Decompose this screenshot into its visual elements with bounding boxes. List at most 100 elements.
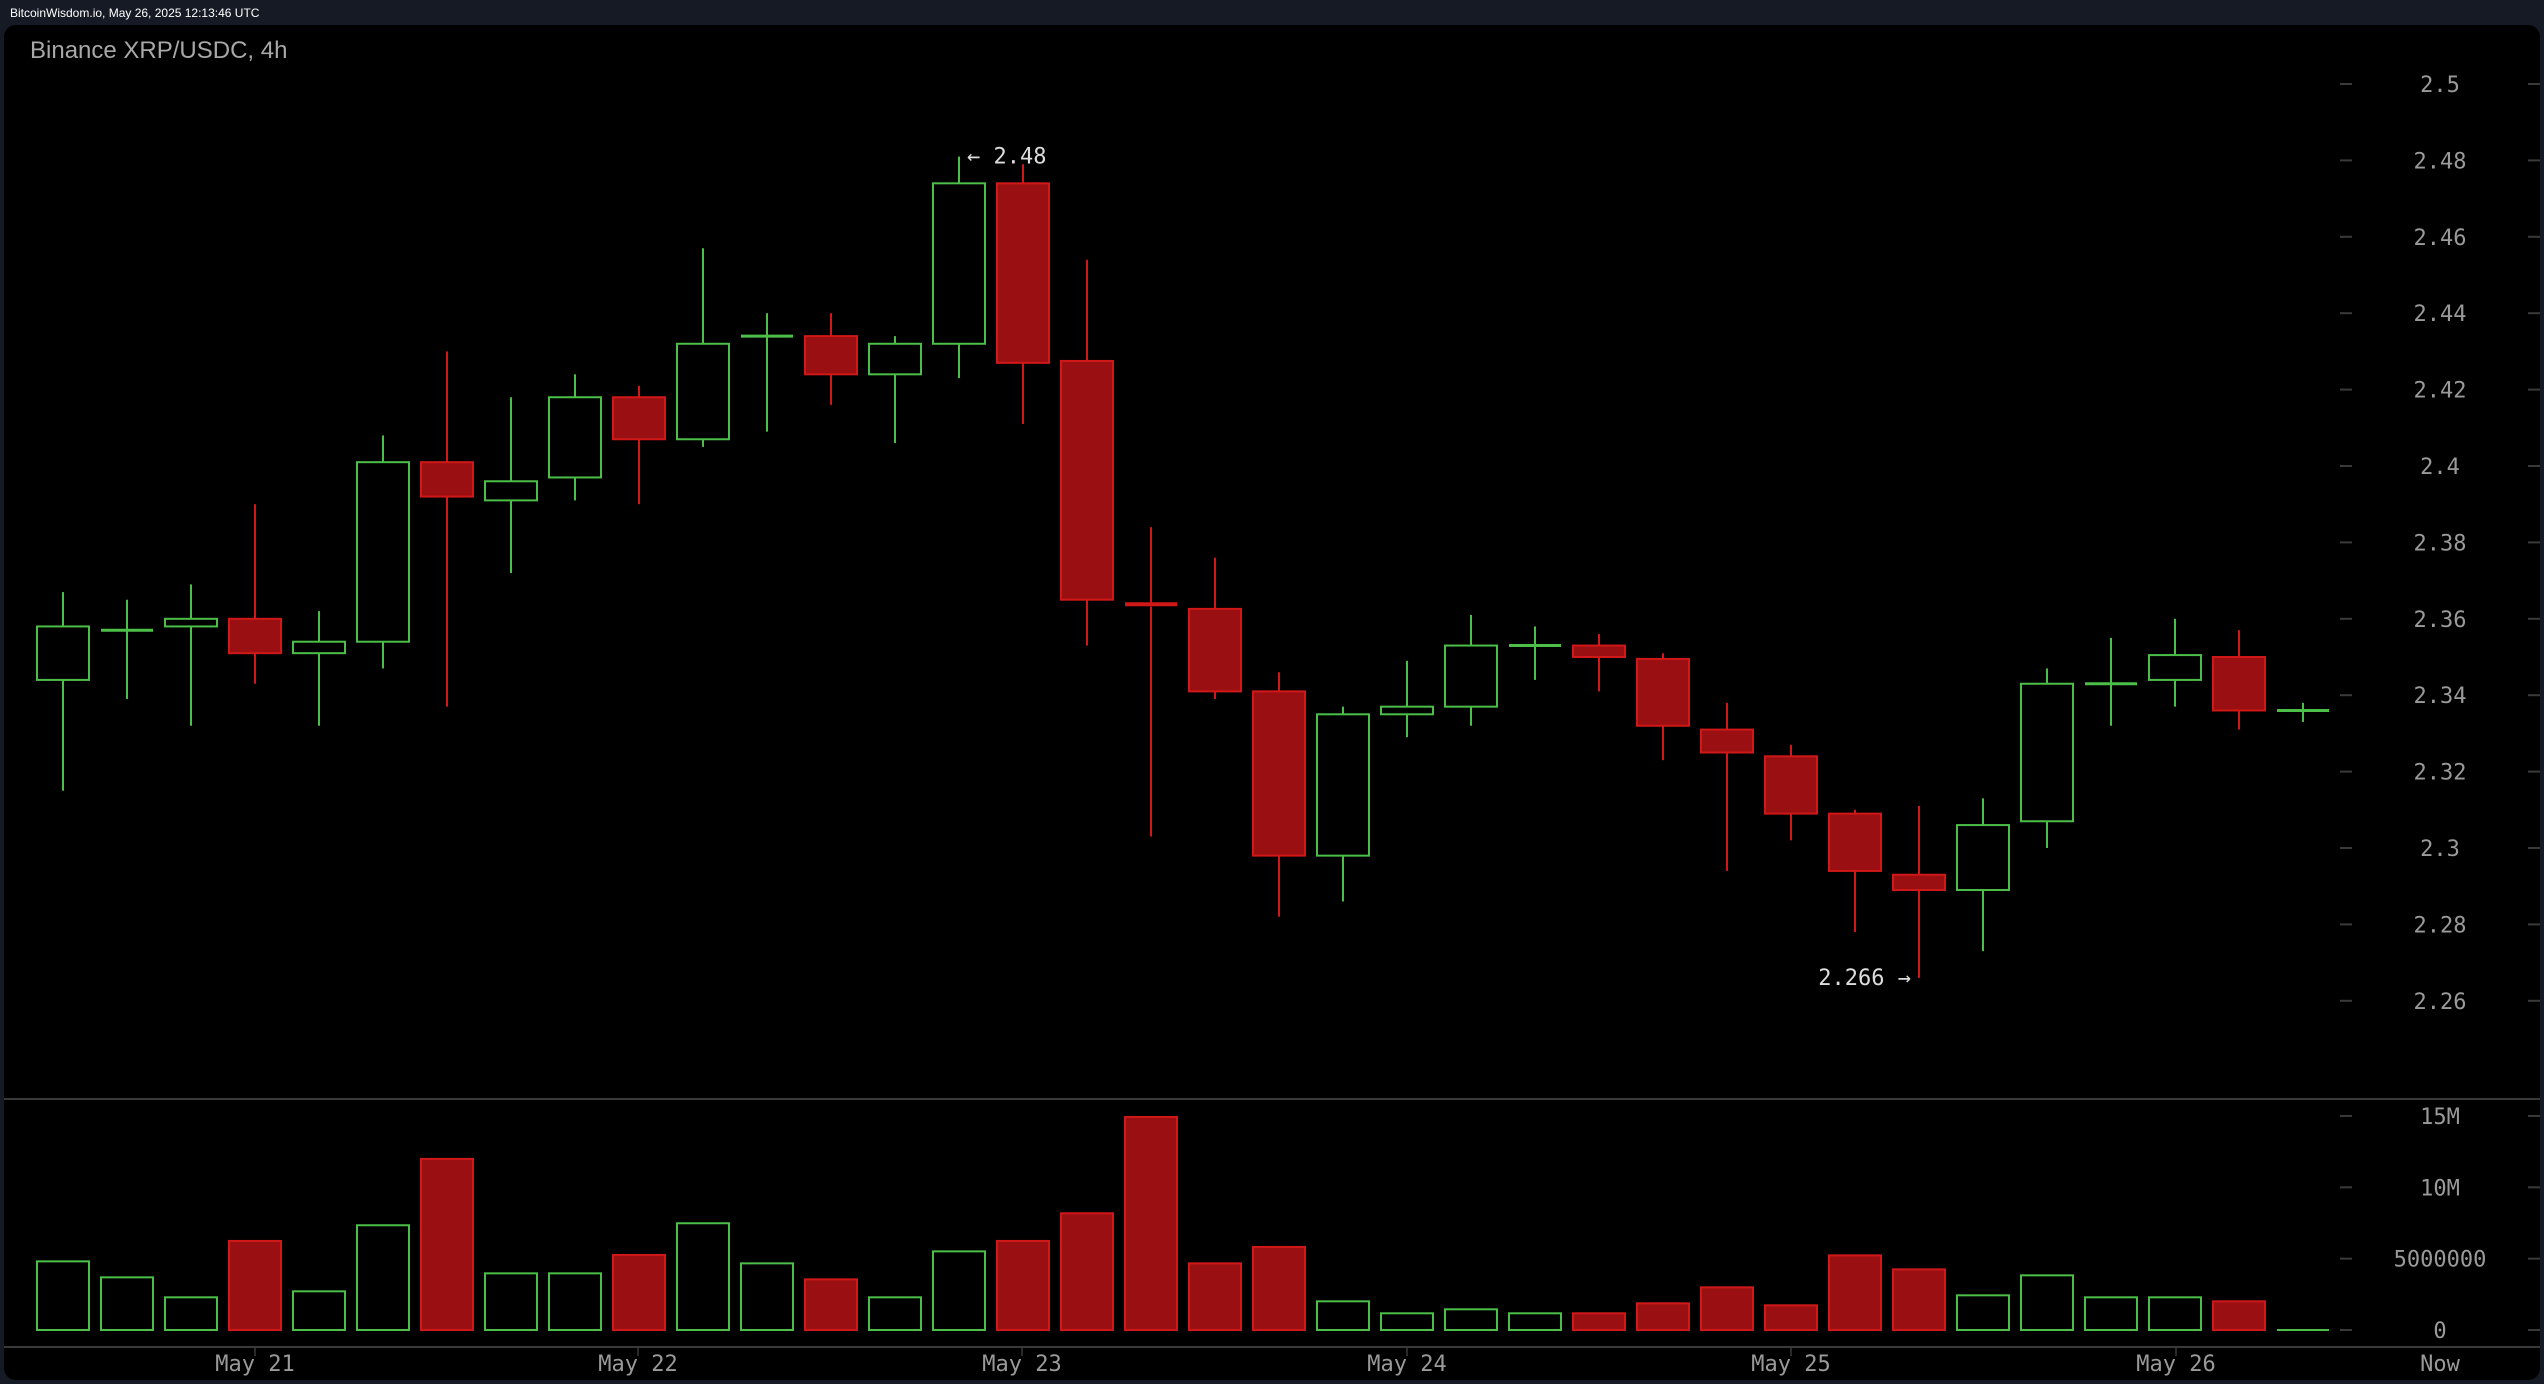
- price-candles: [36, 156, 2329, 978]
- candle[interactable]: [1252, 672, 1306, 917]
- candle[interactable]: [1764, 744, 1818, 841]
- price-annotations: ← 2.48 2.266 →: [967, 145, 1911, 991]
- candle[interactable]: [101, 599, 153, 700]
- candlestick-chart[interactable]: 2.5 2.48 2.46 2.44 2.42 2.4 2.38 2.36 2.34 2.32 2.…: [4, 25, 2540, 1380]
- volume-bar[interactable]: [1444, 1308, 1498, 1331]
- volume-bar[interactable]: [1636, 1302, 1690, 1331]
- price-tick-label: 2.46: [2414, 226, 2467, 251]
- candle[interactable]: [2277, 702, 2329, 722]
- candle[interactable]: [164, 584, 218, 726]
- candle[interactable]: [1509, 626, 1561, 680]
- candle[interactable]: [484, 397, 538, 573]
- volume-bar[interactable]: [2020, 1274, 2074, 1332]
- volume-bar[interactable]: [1316, 1300, 1370, 1331]
- candle[interactable]: [804, 313, 858, 405]
- candle[interactable]: [741, 313, 793, 432]
- volume-tick-label: 10M: [2420, 1176, 2460, 1201]
- date-tick-label: May 26: [2136, 1352, 2215, 1377]
- candle[interactable]: [612, 385, 666, 505]
- volume-bar[interactable]: [164, 1296, 218, 1331]
- volume-bar[interactable]: [1764, 1304, 1818, 1331]
- volume-bar[interactable]: [676, 1222, 730, 1331]
- candle[interactable]: [1892, 805, 1946, 978]
- candle[interactable]: [2020, 668, 2074, 848]
- candle[interactable]: [996, 164, 1050, 424]
- candle[interactable]: [1316, 706, 1370, 902]
- date-tick-label: May 24: [1367, 1352, 1446, 1377]
- volume-bar[interactable]: [1572, 1312, 1626, 1331]
- candle[interactable]: [2085, 637, 2137, 726]
- volume-bar[interactable]: [1124, 1115, 1178, 1331]
- volume-bar[interactable]: [1252, 1245, 1306, 1332]
- volume-bar[interactable]: [804, 1278, 858, 1332]
- volume-bar[interactable]: [356, 1224, 410, 1331]
- price-tick-label: 2.42: [2414, 379, 2467, 404]
- candle[interactable]: [292, 611, 346, 726]
- volume-tick-label: 15M: [2420, 1105, 2460, 1130]
- volume-bar[interactable]: [1060, 1212, 1114, 1331]
- now-label: Now: [2420, 1352, 2460, 1377]
- candle[interactable]: [1828, 809, 1882, 933]
- volume-bar[interactable]: [484, 1272, 538, 1332]
- date-axis: May 21 May 22 May 23 May 24 May 25 May 26 Now: [215, 1348, 2461, 1377]
- volume-bar[interactable]: [292, 1290, 346, 1331]
- candle[interactable]: [932, 156, 986, 379]
- volume-bar[interactable]: [420, 1157, 474, 1332]
- candle[interactable]: [1444, 614, 1498, 726]
- candle[interactable]: [1380, 660, 1434, 738]
- candle[interactable]: [1125, 527, 1177, 837]
- candle[interactable]: [1700, 702, 1754, 871]
- volume-bar[interactable]: [100, 1276, 154, 1332]
- candle[interactable]: [548, 374, 602, 501]
- volume-bar[interactable]: [228, 1239, 282, 1331]
- date-tick-label: May 22: [598, 1352, 677, 1377]
- volume-bar[interactable]: [2148, 1296, 2202, 1331]
- chart-title: Binance XRP/USDC, 4h: [30, 37, 288, 64]
- date-tick-label: May 21: [215, 1352, 294, 1377]
- volume-bar[interactable]: [1508, 1312, 1562, 1331]
- volume-bar[interactable]: [1188, 1262, 1242, 1332]
- volume-bar[interactable]: [740, 1262, 794, 1332]
- top-bar: BitcoinWisdom.io, May 26, 2025 12:13:46 …: [0, 0, 2544, 25]
- low-price-annotation: 2.266 →: [1818, 966, 1911, 991]
- volume-bar[interactable]: [932, 1250, 986, 1332]
- volume-bar[interactable]: [868, 1296, 922, 1331]
- price-tick-label: 2.3: [2420, 837, 2460, 862]
- volume-axis: 15M 10M 5000000 0: [2340, 1105, 2540, 1344]
- candle[interactable]: [1060, 259, 1114, 646]
- candle[interactable]: [2148, 618, 2202, 707]
- date-tick-label: May 25: [1751, 1352, 1830, 1377]
- candle[interactable]: [356, 435, 410, 669]
- price-axis: 2.5 2.48 2.46 2.44 2.42 2.4 2.38 2.36 2.34 2.32 2.…: [2340, 73, 2540, 1015]
- price-tick-label: 2.36: [2414, 608, 2467, 633]
- volume-bar[interactable]: [996, 1239, 1050, 1331]
- source-timestamp: BitcoinWisdom.io, May 26, 2025 12:13:46 …: [10, 6, 260, 20]
- volume-bar[interactable]: [1956, 1294, 2010, 1331]
- candle[interactable]: [676, 248, 730, 447]
- candle[interactable]: [1636, 653, 1690, 761]
- chart-panel: 2.5 2.48 2.46 2.44 2.42 2.4 2.38 2.36 2.34 2.32 2.…: [4, 25, 2540, 1380]
- candle[interactable]: [868, 336, 922, 444]
- candle[interactable]: [36, 592, 90, 791]
- candle[interactable]: [1188, 557, 1242, 700]
- volume-tick-label: 5000000: [2394, 1248, 2487, 1273]
- date-tick-label: May 23: [982, 1352, 1061, 1377]
- candle[interactable]: [228, 504, 282, 684]
- price-tick-label: 2.4: [2420, 455, 2460, 480]
- candle[interactable]: [420, 351, 474, 707]
- candle[interactable]: [1956, 798, 2010, 952]
- volume-bar[interactable]: [1700, 1286, 1754, 1331]
- volume-bar[interactable]: [2212, 1300, 2266, 1331]
- volume-bar[interactable]: [36, 1260, 90, 1332]
- price-tick-label: 2.48: [2414, 149, 2467, 174]
- volume-bar[interactable]: [1380, 1312, 1434, 1331]
- volume-bar[interactable]: [2084, 1296, 2138, 1331]
- price-tick-label: 2.32: [2414, 761, 2467, 786]
- volume-bar[interactable]: [1828, 1254, 1882, 1332]
- candle[interactable]: [2212, 630, 2266, 730]
- volume-bar[interactable]: [612, 1253, 666, 1332]
- volume-bar[interactable]: [1892, 1268, 1946, 1332]
- high-price-annotation: ← 2.48: [967, 145, 1046, 170]
- candle[interactable]: [1572, 634, 1626, 692]
- volume-bar[interactable]: [548, 1272, 602, 1332]
